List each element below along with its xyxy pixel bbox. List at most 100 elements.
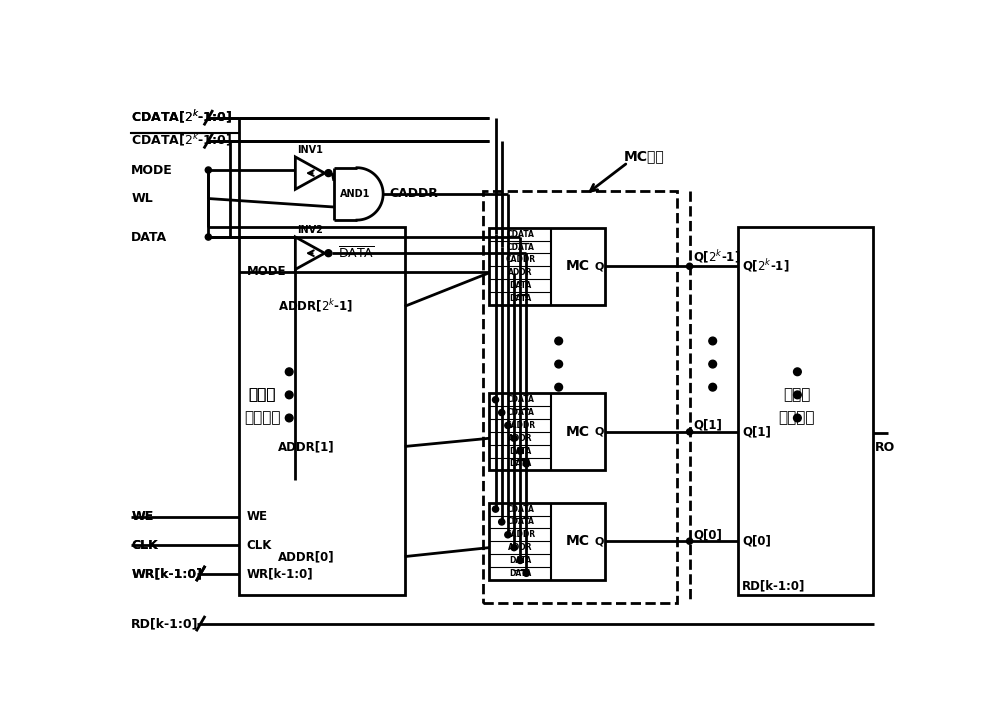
Circle shape xyxy=(794,368,801,376)
Text: DATA: DATA xyxy=(509,460,531,468)
Text: CDATA[$2^k$-1:0]: CDATA[$2^k$-1:0] xyxy=(131,132,232,149)
Text: WE: WE xyxy=(247,510,268,523)
Text: ADDR[0]: ADDR[0] xyxy=(278,550,334,563)
Text: CLK: CLK xyxy=(131,539,158,552)
Text: RD[k-1:0]: RD[k-1:0] xyxy=(131,617,199,630)
Text: INV2: INV2 xyxy=(297,224,323,235)
Polygon shape xyxy=(295,237,325,269)
Circle shape xyxy=(285,368,293,376)
Text: CDATA: CDATA xyxy=(506,230,534,239)
Text: 写操作: 写操作 xyxy=(249,387,276,403)
Text: AND1: AND1 xyxy=(340,189,371,199)
Text: CADDR: CADDR xyxy=(389,188,438,201)
Circle shape xyxy=(499,410,505,416)
Circle shape xyxy=(205,234,211,240)
Circle shape xyxy=(709,383,717,391)
Circle shape xyxy=(505,422,511,429)
Circle shape xyxy=(555,361,563,368)
Text: Q: Q xyxy=(594,536,603,546)
Text: INV1: INV1 xyxy=(297,145,323,155)
Circle shape xyxy=(505,531,511,538)
Circle shape xyxy=(523,571,529,576)
Text: ADDR: ADDR xyxy=(508,268,532,277)
Text: CADDR: CADDR xyxy=(505,530,535,539)
Text: MC: MC xyxy=(566,534,590,548)
Text: Q[$2^k$-1]: Q[$2^k$-1] xyxy=(693,249,741,266)
Circle shape xyxy=(555,383,563,391)
Bar xyxy=(738,227,873,595)
Text: DATA: DATA xyxy=(509,294,531,303)
Text: Q[1]: Q[1] xyxy=(742,425,771,438)
Circle shape xyxy=(687,538,693,544)
Circle shape xyxy=(555,337,563,345)
Circle shape xyxy=(517,557,523,563)
Circle shape xyxy=(285,414,293,422)
Text: CLK: CLK xyxy=(247,539,272,552)
Text: ADDR: ADDR xyxy=(508,543,532,552)
Bar xyxy=(239,227,405,595)
Circle shape xyxy=(687,429,693,435)
Text: CDATA: CDATA xyxy=(506,505,534,513)
Text: CADDR: CADDR xyxy=(505,421,535,430)
Text: 控制模块: 控制模块 xyxy=(244,411,280,426)
Circle shape xyxy=(499,519,505,525)
Circle shape xyxy=(511,435,517,442)
Polygon shape xyxy=(295,157,325,189)
Text: CDATA: CDATA xyxy=(506,518,534,526)
Text: MC阵列: MC阵列 xyxy=(624,149,665,163)
Text: WL: WL xyxy=(131,192,153,205)
Circle shape xyxy=(709,361,717,368)
Circle shape xyxy=(709,337,717,345)
Text: CLK: CLK xyxy=(131,539,158,552)
Text: MODE: MODE xyxy=(247,265,286,278)
Text: CDATA: CDATA xyxy=(506,243,534,251)
Text: MC: MC xyxy=(566,425,590,439)
Text: Q[0]: Q[0] xyxy=(693,529,722,541)
Text: WE: WE xyxy=(131,510,154,523)
Circle shape xyxy=(523,461,529,467)
Text: CADDR: CADDR xyxy=(505,256,535,264)
Text: MODE: MODE xyxy=(131,164,173,177)
Text: RO: RO xyxy=(875,441,895,454)
Text: Q[0]: Q[0] xyxy=(742,535,771,547)
Text: WR[k-1:0]: WR[k-1:0] xyxy=(247,567,313,580)
Bar xyxy=(489,393,605,471)
Circle shape xyxy=(794,391,801,399)
Text: DATA: DATA xyxy=(509,447,531,455)
Text: Q[$2^k$-1]: Q[$2^k$-1] xyxy=(742,258,789,275)
Circle shape xyxy=(285,391,293,399)
Text: WR[k-1:0]: WR[k-1:0] xyxy=(131,567,202,580)
Circle shape xyxy=(325,250,332,257)
Bar xyxy=(489,228,605,305)
Circle shape xyxy=(492,506,499,512)
Bar xyxy=(489,502,605,580)
Text: Q: Q xyxy=(594,261,603,272)
Text: 写操作: 写操作 xyxy=(249,387,276,403)
Text: $\overline{\mathrm{DATA}}$: $\overline{\mathrm{DATA}}$ xyxy=(338,245,375,261)
Circle shape xyxy=(511,544,517,551)
Text: MC: MC xyxy=(566,259,590,273)
Circle shape xyxy=(205,167,211,173)
Text: DATA: DATA xyxy=(509,281,531,290)
Text: WE: WE xyxy=(131,510,154,523)
Text: CDATA[$2^k$-1:0]: CDATA[$2^k$-1:0] xyxy=(131,109,232,126)
Text: DATA: DATA xyxy=(509,569,531,578)
Text: ADDR: ADDR xyxy=(508,434,532,443)
Bar xyxy=(483,191,677,603)
Circle shape xyxy=(492,397,499,403)
Text: WR[k-1:0]: WR[k-1:0] xyxy=(131,567,202,580)
Text: 读操作: 读操作 xyxy=(783,387,810,403)
Circle shape xyxy=(517,448,523,454)
Text: RD[k-1:0]: RD[k-1:0] xyxy=(742,579,805,592)
Text: 控制模块: 控制模块 xyxy=(778,411,815,426)
Text: Q[1]: Q[1] xyxy=(693,419,722,432)
Text: CDATA: CDATA xyxy=(506,395,534,404)
Text: ADDR[$2^k$-1]: ADDR[$2^k$-1] xyxy=(278,298,353,315)
Text: CDATA[$2^k$-1:0]: CDATA[$2^k$-1:0] xyxy=(131,109,232,126)
Text: DATA: DATA xyxy=(509,556,531,565)
Circle shape xyxy=(794,414,801,422)
Text: CDATA: CDATA xyxy=(506,408,534,417)
Circle shape xyxy=(325,169,332,177)
Text: DATA: DATA xyxy=(131,230,167,243)
Text: ADDR[1]: ADDR[1] xyxy=(278,440,334,453)
